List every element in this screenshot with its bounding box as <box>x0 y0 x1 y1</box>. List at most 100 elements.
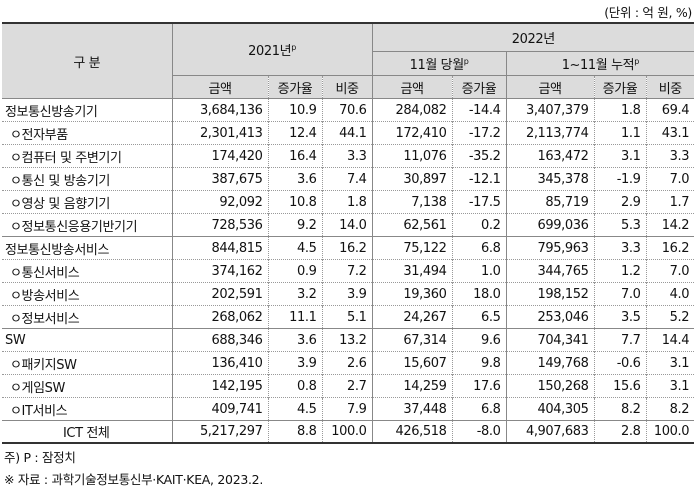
total-row: ICT 전체 5,217,297 8.8 100.0 426,518 -8.0 4,907,… <box>2 420 695 444</box>
cell-growth-cum: 7.7 <box>593 328 647 352</box>
table-row: ㅇ방송서비스 202,591 3.2 3.9 19,360 18.0 198,152 7.0 4… <box>2 282 695 306</box>
cell-amount-nov: 19,360 <box>371 282 453 306</box>
cell-amount-2021: 688,346 <box>171 328 268 352</box>
row-label: ㅇIT서비스 <box>2 397 172 421</box>
cell-share-2021: 1.8 <box>321 190 373 214</box>
cell-share-2021: 3.3 <box>321 144 373 168</box>
row-label: ㅇ통신서비스 <box>2 259 172 283</box>
cell-growth-nov: 6.8 <box>451 236 507 260</box>
row-label: ㅇ전자부품 <box>2 121 172 145</box>
table-row: ㅇ전자부품 2,301,413 12.4 44.1 172,410 -17.2 2,113,… <box>2 121 695 145</box>
row-label: ㅇ패키지SW <box>2 351 172 375</box>
note-provisional: 주) P : 잠정치 <box>4 450 76 465</box>
cell-amount-nov: 11,076 <box>371 144 453 168</box>
cell-growth-2021: 0.9 <box>267 259 322 283</box>
cell-growth-nov: 6.5 <box>451 305 507 329</box>
row-label: ICT 전체 <box>2 420 172 444</box>
cell-amount-cum: 699,036 <box>505 213 595 237</box>
row-label: 정보통신방송서비스 <box>2 236 172 260</box>
cell-growth-2021: 12.4 <box>267 121 322 145</box>
cell-amount-2021: 3,684,136 <box>171 98 268 122</box>
note-source: ※ 자료 : 과학기술정보통신부·KAIT·KEA, 2023.2. <box>4 472 264 487</box>
cell-share-2021: 100.0 <box>321 420 373 444</box>
cell-growth-cum: -0.6 <box>593 351 647 375</box>
cell-share-cum: 7.0 <box>645 167 695 191</box>
cell-growth-2021: 9.2 <box>267 213 322 237</box>
cell-amount-nov: 7,138 <box>371 190 453 214</box>
cell-share-cum: 100.0 <box>645 420 695 444</box>
cell-amount-2021: 268,062 <box>171 305 268 329</box>
table-row: ㅇ정보서비스 268,062 11.1 5.1 24,267 6.5 253,046 3.5 5… <box>2 305 695 329</box>
cell-amount-2021: 409,741 <box>171 397 268 421</box>
header-share-cum: 비중 <box>645 75 695 99</box>
cell-amount-nov: 426,518 <box>371 420 453 444</box>
cell-growth-nov: 9.6 <box>451 328 507 352</box>
cell-growth-cum: 5.3 <box>593 213 647 237</box>
cell-amount-2021: 142,195 <box>171 374 268 398</box>
table-row: ㅇ통신서비스 374,162 0.9 7.2 31,494 1.0 344,765 1.2 7.… <box>2 259 695 283</box>
cell-growth-2021: 0.8 <box>267 374 322 398</box>
cell-share-2021: 5.1 <box>321 305 373 329</box>
row-label: ㅇ방송서비스 <box>2 282 172 306</box>
header-share-2021: 비중 <box>321 75 373 99</box>
cell-growth-2021: 3.2 <box>267 282 322 306</box>
cell-amount-nov: 37,448 <box>371 397 453 421</box>
cell-amount-2021: 202,591 <box>171 282 268 306</box>
unit-label: (단위 : 억 원, %) <box>604 5 692 20</box>
cell-amount-2021: 136,410 <box>171 351 268 375</box>
cell-share-2021: 44.1 <box>321 121 373 145</box>
table-row: ㅇ영상 및 음향기기 92,092 10.8 1.8 7,138 -17.5 85,719 2… <box>2 190 695 214</box>
cell-growth-cum: 2.9 <box>593 190 647 214</box>
cell-amount-cum: 85,719 <box>505 190 595 214</box>
cell-amount-cum: 4,907,683 <box>505 420 595 444</box>
cell-growth-2021: 4.5 <box>267 236 322 260</box>
row-label: ㅇ게임SW <box>2 374 172 398</box>
cell-growth-2021: 8.8 <box>267 420 322 444</box>
cell-share-cum: 43.1 <box>645 121 695 145</box>
cell-amount-2021: 2,301,413 <box>171 121 268 145</box>
table-row: ㅇ컴퓨터 및 주변기기 174,420 16.4 3.3 11,076 -35.2 163,… <box>2 144 695 168</box>
cell-growth-cum: 1.1 <box>593 121 647 145</box>
table-row: ㅇ통신 및 방송기기 387,675 3.6 7.4 30,897 -12.1 345,37… <box>2 167 695 191</box>
cell-share-2021: 7.4 <box>321 167 373 191</box>
cell-share-cum: 5.2 <box>645 305 695 329</box>
row-label: ㅇ컴퓨터 및 주변기기 <box>2 144 172 168</box>
cell-amount-cum: 253,046 <box>505 305 595 329</box>
cell-amount-nov: 30,897 <box>371 167 453 191</box>
header-category: 구 분 <box>2 22 172 99</box>
header-growth-cum: 증가율 <box>593 75 647 99</box>
header-growth-nov: 증가율 <box>451 75 507 99</box>
cell-share-2021: 16.2 <box>321 236 373 260</box>
cell-share-2021: 70.6 <box>321 98 373 122</box>
cell-growth-2021: 11.1 <box>267 305 322 329</box>
cell-amount-nov: 14,259 <box>371 374 453 398</box>
cell-share-cum: 3.3 <box>645 144 695 168</box>
cell-share-cum: 4.0 <box>645 282 695 306</box>
table-row: ㅇIT서비스 409,741 4.5 7.9 37,448 6.8 404,305 8.2 8.… <box>2 397 695 421</box>
cell-growth-cum: 1.2 <box>593 259 647 283</box>
cell-growth-cum: 7.0 <box>593 282 647 306</box>
cell-amount-cum: 2,113,774 <box>505 121 595 145</box>
cell-share-2021: 13.2 <box>321 328 373 352</box>
cell-amount-2021: 92,092 <box>171 190 268 214</box>
row-label: 정보통신방송기기 <box>2 98 172 122</box>
row-label: ㅇ정보통신응용기반기기 <box>2 213 172 237</box>
cell-share-2021: 3.9 <box>321 282 373 306</box>
table-row: SW 688,346 3.6 13.2 67,314 9.6 704,341 7.7 14.4 <box>2 328 695 352</box>
cell-growth-2021: 3.6 <box>267 167 322 191</box>
cell-share-cum: 7.0 <box>645 259 695 283</box>
cell-share-cum: 14.4 <box>645 328 695 352</box>
cell-growth-cum: -1.9 <box>593 167 647 191</box>
cell-share-cum: 16.2 <box>645 236 695 260</box>
cell-amount-nov: 75,122 <box>371 236 453 260</box>
cell-amount-nov: 31,494 <box>371 259 453 283</box>
header-november: 11월 당월p <box>371 51 507 76</box>
cell-growth-nov: -8.0 <box>451 420 507 444</box>
cell-share-2021: 7.2 <box>321 259 373 283</box>
cell-growth-cum: 1.8 <box>593 98 647 122</box>
cell-growth-nov: 18.0 <box>451 282 507 306</box>
table-row: ㅇ게임SW 142,195 0.8 2.7 14,259 17.6 150,268 15.6 3… <box>2 374 695 398</box>
cell-growth-cum: 8.2 <box>593 397 647 421</box>
cell-growth-cum: 3.5 <box>593 305 647 329</box>
